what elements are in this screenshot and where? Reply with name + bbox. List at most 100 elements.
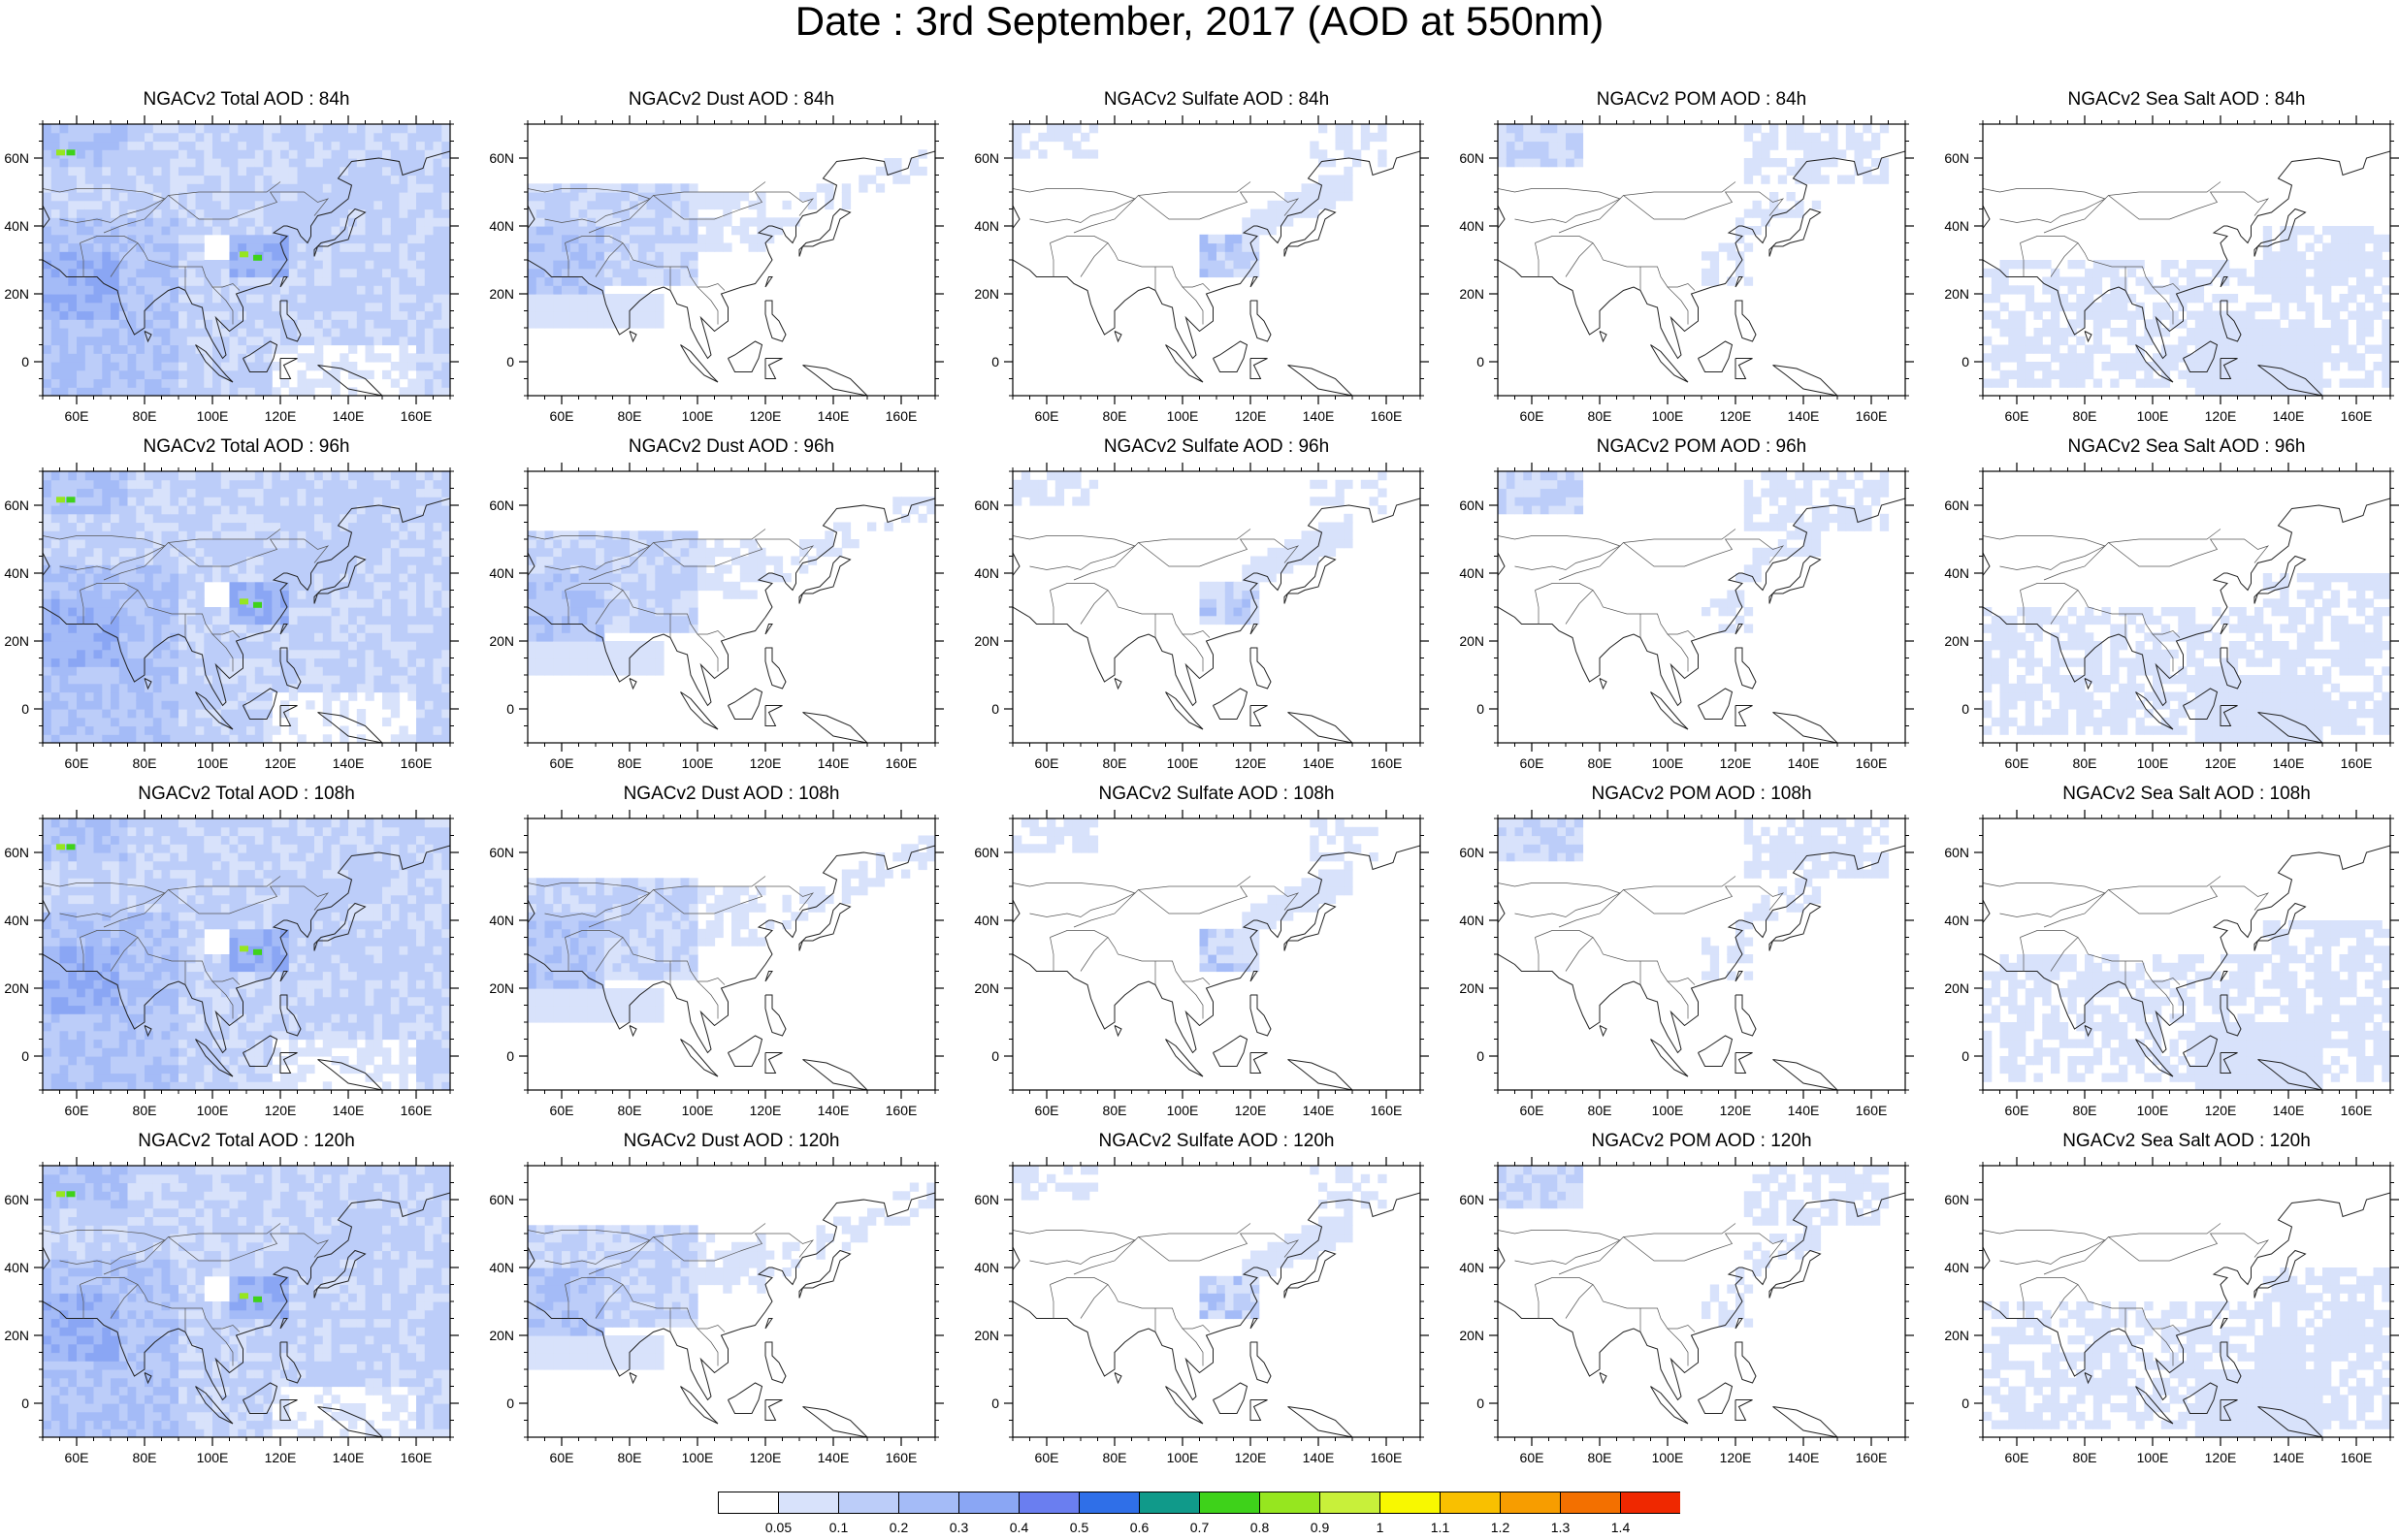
coastline: [279, 994, 302, 1037]
lon-tick-label: 160E: [1371, 1103, 1403, 1118]
aod-hotspot: [56, 497, 65, 503]
map-panel: NGACv2 Sulfate AOD : 120h 60E 80E 100E 120E 1…: [970, 1131, 1436, 1470]
border-line: [80, 1284, 84, 1319]
lat-tick-label: 40N: [1944, 913, 1969, 928]
coastline: [317, 1406, 383, 1437]
coastline: [2084, 1372, 2092, 1385]
lat-tick-label: 20N: [4, 1328, 29, 1343]
coastlines: [43, 845, 450, 1090]
aod-hotspot: [66, 844, 76, 850]
border-line: [1535, 1277, 1696, 1332]
map-plot: 60E 80E 100E 120E 140E 160E 60N 40N 20N 0: [974, 463, 1429, 771]
lat-tick-label: 0: [1961, 1048, 1969, 1064]
coastline: [1734, 1318, 1743, 1330]
border-line: [595, 937, 624, 972]
lon-tick-label: 120E: [265, 755, 297, 771]
aod-field: [1013, 1166, 1387, 1320]
coastline: [1768, 208, 1822, 257]
lat-tick-label: 60N: [1459, 1192, 1484, 1207]
aod-field: [1013, 471, 1387, 626]
lat-tick-label: 0: [1961, 1396, 1969, 1411]
border-line: [588, 885, 815, 928]
lon-tick-label: 120E: [750, 408, 782, 424]
coastline: [279, 1399, 298, 1421]
border-line: [2043, 191, 2270, 234]
map-plot: 60E 80E 100E 120E 140E 160E 60N 40N 20N 0: [489, 1157, 944, 1465]
coastline: [1983, 150, 2390, 360]
border-line: [653, 1223, 766, 1237]
border-line: [1073, 538, 1300, 581]
coastline: [1013, 1192, 1420, 1401]
coastline: [1283, 208, 1337, 257]
lon-tick-label: 120E: [1235, 1103, 1267, 1118]
map-panel: NGACv2 Total AOD : 96h 60E 80E 100E 120E 140E…: [0, 436, 466, 776]
border-line: [697, 286, 719, 325]
coastlines: [1983, 845, 2390, 1090]
lon-tick-label: 120E: [750, 755, 782, 771]
coastline: [2253, 1249, 2307, 1299]
border-line: [1667, 286, 1689, 325]
lat-tick-label: 0: [1476, 354, 1484, 369]
border-line: [43, 1230, 166, 1265]
border-line: [2020, 1284, 2025, 1319]
lon-tick-label: 160E: [1856, 408, 1888, 424]
lon-tick-label: 80E: [2073, 1103, 2097, 1118]
colorbar-swatch: [1259, 1492, 1320, 1514]
border-line: [1138, 1223, 1251, 1237]
coastlines: [1983, 1192, 2390, 1437]
lat-tick-label: 60N: [4, 845, 29, 860]
aod-hotspot: [253, 1296, 262, 1302]
coastline: [1013, 552, 1021, 587]
lon-tick-label: 80E: [1103, 1103, 1127, 1118]
border-line: [653, 529, 766, 543]
map-panel: NGACv2 POM AOD : 96h 60E 80E 100E 120E 140E 16…: [1455, 436, 1921, 776]
border-line: [80, 590, 84, 625]
coastline: [279, 1341, 302, 1384]
coastlines: [43, 150, 450, 396]
border-line: [1535, 937, 1540, 972]
lat-tick-label: 0: [991, 701, 999, 717]
panel-title: NGACv2 Dust AOD : 96h: [628, 436, 835, 457]
coastline: [2253, 902, 2307, 951]
lat-tick-label: 0: [21, 701, 29, 717]
panel-title: NGACv2 Sulfate AOD : 96h: [1103, 436, 1330, 457]
lon-tick-label: 60E: [1520, 408, 1544, 424]
coastline: [1165, 691, 1204, 730]
coastline: [279, 1052, 298, 1074]
panel-title: NGACv2 Total AOD : 108h: [138, 784, 355, 804]
coastlines: [1498, 497, 1905, 743]
border-line: [103, 191, 330, 234]
border-line: [2152, 633, 2174, 672]
border-line: [211, 980, 234, 1019]
coastline: [802, 712, 868, 743]
coastlines: [1498, 150, 1905, 396]
coastline: [2183, 1035, 2219, 1067]
coastline: [1768, 902, 1822, 951]
border-line: [1182, 633, 1204, 672]
panel-title: NGACv2 POM AOD : 108h: [1591, 784, 1812, 804]
aod-field: [1498, 124, 1890, 286]
border-line: [211, 633, 234, 672]
coastline: [528, 150, 935, 360]
colorbar-label: 0.6: [1130, 1520, 1150, 1534]
lat-tick-label: 40N: [1459, 913, 1484, 928]
colorbar-swatch: [1319, 1492, 1380, 1514]
lat-tick-label: 20N: [4, 633, 29, 649]
border-line: [565, 583, 726, 638]
lon-tick-label: 100E: [1167, 1450, 1199, 1465]
aod-hotspot: [66, 149, 76, 156]
border-line: [588, 191, 815, 234]
coastline: [1013, 497, 1420, 707]
border-line: [595, 242, 624, 277]
lon-tick-label: 80E: [618, 755, 642, 771]
coastline: [1287, 712, 1353, 743]
border-line: [653, 181, 766, 196]
lon-tick-label: 100E: [2137, 1450, 2169, 1465]
coastline: [1249, 705, 1268, 726]
lat-tick-label: 60N: [1944, 1192, 1969, 1207]
coastline: [1498, 899, 1506, 934]
coastline: [802, 365, 868, 396]
border-line: [211, 1328, 234, 1366]
lon-tick-label: 160E: [1371, 755, 1403, 771]
